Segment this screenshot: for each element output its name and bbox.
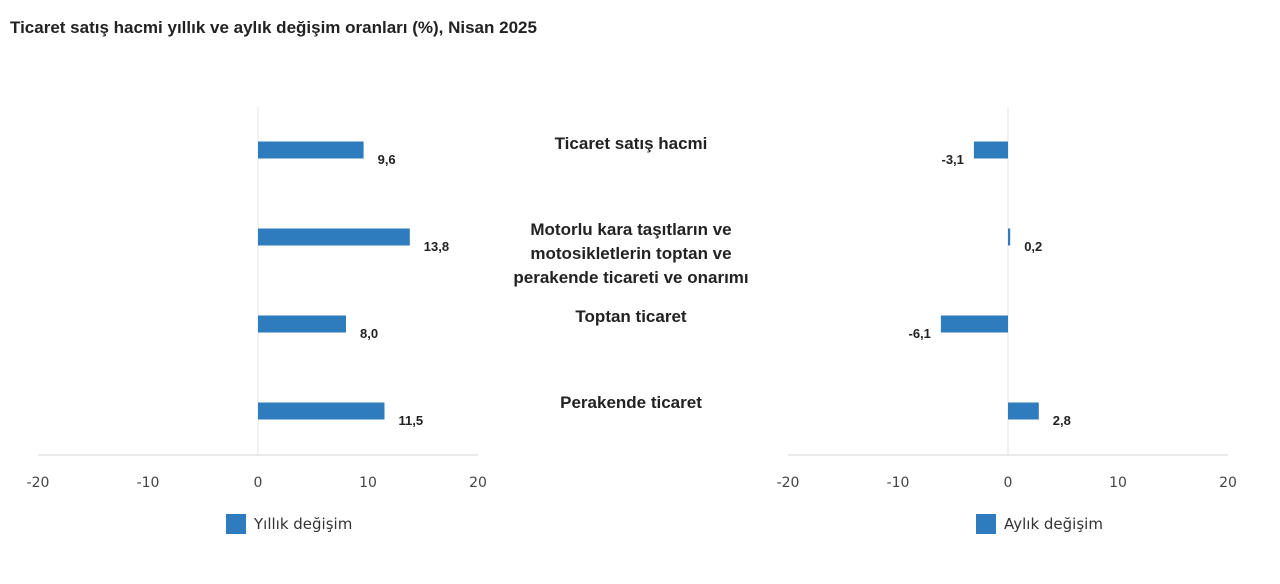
data-label: 2,8 — [1053, 413, 1071, 428]
bar — [1008, 402, 1039, 420]
category-label: Perakende ticaret — [560, 393, 702, 412]
bar — [258, 228, 410, 246]
bar — [1008, 228, 1011, 246]
x-tick-label: 0 — [254, 475, 263, 491]
data-label: 13,8 — [424, 239, 449, 254]
data-label: 11,5 — [399, 413, 424, 428]
data-label: 8,0 — [360, 326, 378, 341]
chart-title: Ticaret satış hacmi yıllık ve aylık deği… — [10, 18, 537, 37]
x-tick-label: -20 — [777, 475, 800, 491]
category-label: motosikletlerin toptan ve — [530, 244, 731, 263]
bar — [973, 141, 1008, 159]
data-label: 9,6 — [378, 152, 396, 167]
data-label: -6,1 — [908, 326, 930, 341]
legend-label: Aylık değişim — [1004, 515, 1103, 533]
x-tick-label: -20 — [27, 475, 50, 491]
bar — [258, 141, 364, 159]
x-tick-label: 20 — [469, 475, 487, 491]
legend-swatch — [226, 514, 246, 534]
legend-label: Yıllık değişim — [253, 515, 352, 533]
data-label: 0,2 — [1024, 239, 1042, 254]
bar — [258, 402, 385, 420]
legend-swatch — [976, 514, 996, 534]
category-label: Motorlu kara taşıtların ve — [530, 220, 731, 239]
x-tick-label: 10 — [359, 475, 377, 491]
bar — [940, 315, 1008, 333]
x-tick-label: 10 — [1109, 475, 1127, 491]
x-tick-label: -10 — [137, 475, 160, 491]
x-tick-label: 0 — [1004, 475, 1013, 491]
x-tick-label: 20 — [1219, 475, 1237, 491]
category-label: Ticaret satış hacmi — [555, 134, 708, 153]
bar — [258, 315, 346, 333]
data-label: -3,1 — [941, 152, 963, 167]
category-label: perakende ticareti ve onarımı — [513, 268, 748, 287]
x-tick-label: -10 — [887, 475, 910, 491]
category-label: Toptan ticaret — [575, 307, 686, 326]
